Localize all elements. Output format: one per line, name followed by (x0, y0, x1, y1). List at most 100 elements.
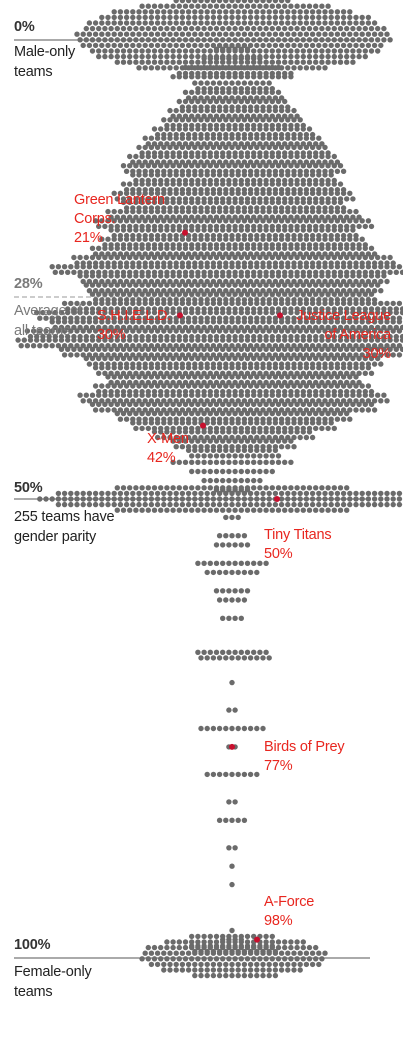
data-dot (285, 961, 291, 968)
data-dot (198, 208, 204, 215)
data-dot (384, 501, 390, 508)
data-dot (189, 401, 195, 408)
data-dot (123, 501, 130, 508)
data-dot (198, 383, 204, 389)
data-dot (185, 352, 192, 358)
data-dot (316, 950, 322, 956)
data-dot (43, 343, 49, 349)
data-dot (254, 236, 260, 242)
data-dot (213, 163, 220, 169)
data-dot (80, 496, 86, 502)
data-dot (254, 383, 260, 389)
data-dot (263, 48, 269, 54)
data-dot (92, 31, 99, 37)
highlight-dot-5 (274, 496, 280, 502)
data-dot (92, 288, 99, 294)
data-dot (232, 141, 238, 147)
data-dot (322, 328, 328, 334)
data-dot (316, 9, 322, 15)
data-dot (127, 392, 133, 398)
data-dot (164, 181, 170, 187)
data-dot (322, 42, 328, 49)
data-dot (158, 944, 164, 951)
data-dot (251, 291, 257, 297)
data-dot (291, 190, 297, 196)
data-dot (207, 98, 213, 105)
data-dot (139, 273, 145, 279)
data-dot (278, 251, 285, 257)
data-dot (272, 20, 279, 26)
data-dot (207, 55, 213, 62)
data-dot (257, 346, 263, 352)
data-dot (322, 288, 328, 294)
data-dot (300, 141, 306, 147)
data-dot (176, 401, 182, 408)
data-dot (176, 3, 182, 9)
ref-note-female-only: Female-only teams (14, 964, 92, 1000)
data-dot (368, 370, 375, 376)
data-dot (176, 485, 182, 491)
data-dot (173, 967, 179, 973)
data-dot (347, 218, 353, 224)
data-dot (207, 113, 213, 119)
data-dot (182, 410, 189, 417)
data-dot (210, 569, 217, 576)
data-dot (216, 496, 223, 502)
data-dot (173, 117, 179, 123)
data-dot (201, 37, 207, 43)
data-dot (179, 490, 186, 497)
data-dot (123, 14, 130, 21)
data-dot (220, 956, 226, 962)
data-dot (80, 278, 86, 285)
data-dot (185, 328, 192, 334)
data-dot (37, 496, 43, 502)
data-dot (213, 153, 220, 160)
data-dot (229, 14, 235, 21)
data-dot (210, 135, 217, 141)
data-dot (232, 3, 238, 9)
data-dot (247, 972, 254, 979)
data-dot (179, 961, 186, 968)
data-dot (86, 398, 93, 404)
data-dot (154, 20, 161, 26)
data-dot (303, 144, 310, 151)
data-dot (235, 190, 241, 196)
data-dot (291, 208, 297, 215)
data-dot (294, 3, 300, 9)
data-dot (347, 190, 353, 196)
data-dot (223, 288, 229, 294)
data-dot (325, 309, 331, 316)
data-dot (108, 254, 114, 261)
data-dot (309, 288, 316, 294)
data-dot (356, 370, 362, 376)
data-dot (145, 245, 151, 251)
data-dot (127, 410, 133, 417)
data-dot (254, 288, 260, 294)
data-dot (306, 324, 313, 331)
data-dot (207, 438, 213, 444)
data-dot (226, 845, 232, 851)
data-dot (102, 346, 108, 352)
data-dot (189, 163, 195, 169)
data-dot (167, 31, 173, 37)
data-dot (127, 507, 133, 513)
data-dot (294, 25, 300, 32)
data-dot (254, 655, 260, 661)
data-dot (161, 383, 167, 389)
data-dot (158, 126, 164, 132)
data-dot (111, 31, 117, 37)
data-dot (282, 59, 288, 65)
data-dot (195, 459, 201, 465)
data-dot (229, 514, 235, 521)
data-dot (145, 507, 151, 513)
data-dot (123, 218, 130, 224)
data-dot (111, 278, 117, 285)
data-dot (381, 254, 387, 261)
data-dot (288, 37, 294, 43)
data-dot (344, 25, 350, 32)
data-dot (251, 507, 257, 513)
data-dot (192, 352, 198, 358)
data-dot (375, 37, 381, 43)
data-dot (195, 74, 201, 80)
data-dot (238, 485, 244, 491)
